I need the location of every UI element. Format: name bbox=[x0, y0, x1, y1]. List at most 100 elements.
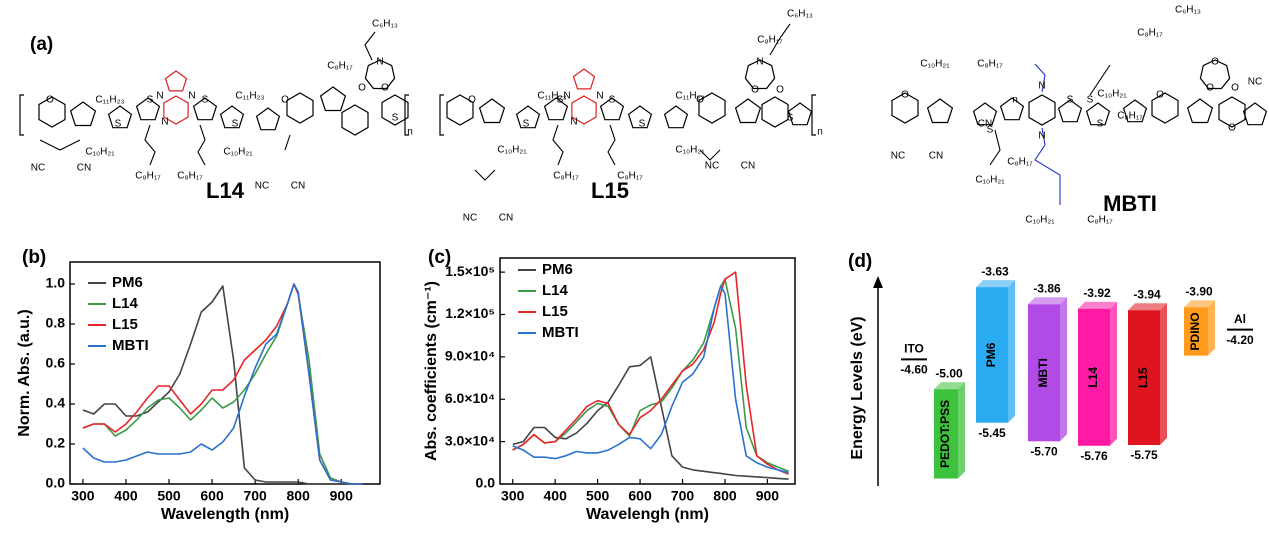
ring bbox=[478, 98, 506, 124]
plot-frame bbox=[69, 261, 381, 485]
y-tick-label: 1.5×10⁵ bbox=[445, 263, 495, 279]
energy-bar bbox=[976, 287, 1008, 423]
atom-label: S bbox=[639, 119, 646, 130]
x-tick-label: 900 bbox=[756, 488, 780, 504]
ring bbox=[543, 97, 569, 121]
legend-label: PM6 bbox=[542, 261, 573, 278]
y-tick-label: 6.0×10⁴ bbox=[445, 390, 495, 406]
atom-label: C₁₀H₂₁ bbox=[975, 175, 1005, 186]
level-name: Al bbox=[1234, 312, 1246, 326]
ring bbox=[135, 97, 161, 121]
x-tick-label: 400 bbox=[114, 488, 138, 504]
y-tick-label: 0.0 bbox=[476, 475, 496, 491]
atom-label: C₁₀H₂₁ bbox=[920, 59, 950, 70]
ring bbox=[571, 95, 597, 125]
atom-label: NC bbox=[705, 161, 719, 172]
line-series bbox=[512, 285, 789, 474]
line-series bbox=[82, 283, 363, 485]
ring bbox=[572, 68, 596, 90]
atom-label: C₁₁H₂₃ bbox=[675, 91, 704, 102]
atom-label: N bbox=[1038, 81, 1045, 92]
atom-label: NC bbox=[1248, 77, 1262, 88]
legend-label: MBTI bbox=[112, 337, 149, 354]
plot-frame bbox=[499, 257, 796, 485]
panel-label: (a) bbox=[30, 34, 53, 55]
bar-top-face bbox=[1128, 303, 1167, 311]
level-name: L15 bbox=[1136, 367, 1150, 388]
atom-label: S bbox=[1067, 95, 1074, 106]
atom-label: C₁₁H₂₃ bbox=[537, 91, 566, 102]
y-axis-label: Abs. coefficients (cm⁻¹) bbox=[423, 281, 440, 461]
atom-label: C₈H₁₇ bbox=[135, 171, 161, 182]
energy-bar bbox=[1078, 308, 1110, 446]
level-value: -5.00 bbox=[935, 366, 963, 380]
level-value: -3.90 bbox=[1185, 284, 1213, 298]
atom-label: C₈H₁₇ bbox=[617, 171, 643, 182]
atom-label: S bbox=[987, 125, 994, 136]
bracket bbox=[404, 94, 409, 136]
level-value: -4.60 bbox=[900, 363, 928, 377]
ring bbox=[286, 92, 314, 124]
molecule-name: L15 bbox=[591, 178, 629, 203]
level-value: -5.75 bbox=[1130, 448, 1158, 462]
ring bbox=[319, 86, 347, 112]
legend-label: L15 bbox=[112, 316, 138, 333]
ring bbox=[1122, 99, 1148, 123]
atom-label: NC bbox=[463, 213, 477, 224]
legend-label: L14 bbox=[112, 295, 139, 312]
level-value: -5.70 bbox=[1030, 444, 1058, 458]
ring bbox=[698, 92, 726, 124]
atom-label: C₈H₁₇ bbox=[553, 171, 579, 182]
bond bbox=[1034, 63, 1046, 93]
atom-label: CN bbox=[741, 161, 755, 172]
atom-label: S bbox=[787, 113, 794, 124]
atom-label: S bbox=[392, 113, 399, 124]
ring bbox=[734, 98, 762, 124]
bond bbox=[989, 129, 1001, 166]
atom-label: S bbox=[147, 95, 154, 106]
x-tick-label: 600 bbox=[200, 488, 224, 504]
bar-side-face bbox=[1110, 301, 1117, 446]
y-axis-label: Energy Levels (eV) bbox=[849, 316, 866, 459]
ring bbox=[891, 92, 919, 124]
atom-label: C₁₀H₂₁ bbox=[675, 145, 705, 156]
atom-label: C₁₀H₂₁ bbox=[497, 145, 527, 156]
atom-label: N bbox=[1038, 131, 1045, 142]
atom-label: CN bbox=[499, 213, 513, 224]
atom-label: O bbox=[1231, 83, 1239, 94]
ring bbox=[1218, 96, 1246, 128]
ring bbox=[255, 107, 281, 131]
atom-label: O bbox=[776, 85, 784, 96]
atom-label: N bbox=[156, 91, 163, 102]
y-tick-label: 3.0×10⁴ bbox=[445, 432, 495, 448]
atom-label: C₈H₁₇ bbox=[327, 61, 353, 72]
y-axis-label: Norm. Abs. (a.u.) bbox=[16, 309, 33, 436]
line-series bbox=[512, 278, 789, 473]
atom-label: C₁₀H₂₁ bbox=[1025, 215, 1055, 226]
ring bbox=[219, 105, 245, 129]
level-value: -4.20 bbox=[1226, 333, 1254, 347]
y-tick-label: 0.8 bbox=[46, 315, 66, 331]
x-tick-label: 400 bbox=[544, 488, 568, 504]
atom-label: N bbox=[188, 91, 195, 102]
molecule-name: MBTI bbox=[1103, 191, 1157, 216]
atom-label: C₁₀H₂₁ bbox=[223, 147, 253, 158]
ring bbox=[787, 102, 813, 126]
atom-label: S bbox=[523, 119, 530, 130]
atom-label: O bbox=[1206, 83, 1214, 94]
level-value: -5.76 bbox=[1080, 449, 1108, 463]
bond bbox=[284, 134, 291, 151]
x-tick-label: 600 bbox=[628, 488, 652, 504]
ring bbox=[1085, 102, 1111, 126]
atom-label: NC bbox=[255, 181, 269, 192]
y-tick-label: 1.0 bbox=[46, 275, 66, 291]
ring bbox=[627, 105, 653, 129]
bond bbox=[552, 124, 564, 166]
line-series bbox=[82, 283, 363, 485]
y-tick-label: 0.6 bbox=[46, 355, 66, 371]
bar-top-face bbox=[1028, 297, 1067, 305]
x-tick-label: 500 bbox=[586, 488, 610, 504]
atom-label: S bbox=[1087, 95, 1094, 106]
atom-label: N bbox=[570, 117, 577, 128]
ring bbox=[972, 102, 998, 126]
